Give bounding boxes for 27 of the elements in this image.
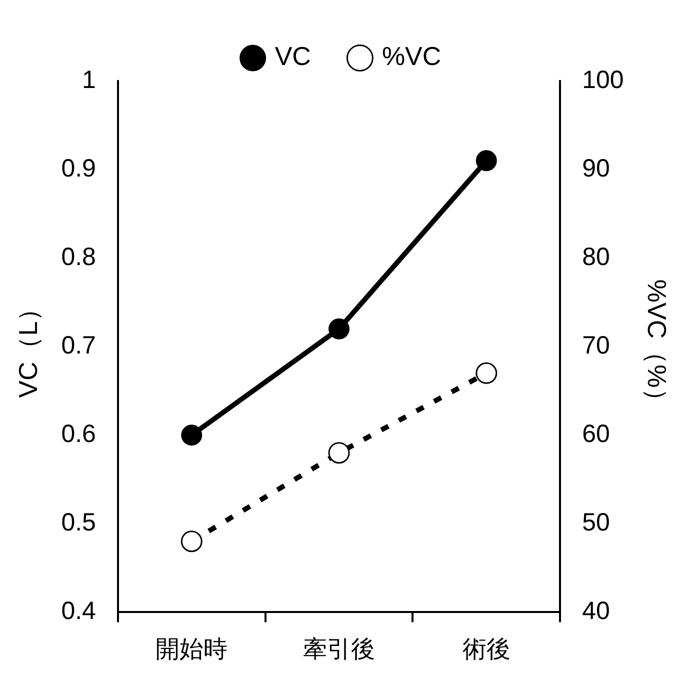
y2-axis-title: %VC（%） — [642, 279, 672, 414]
y-tick-label: 0.7 — [61, 331, 96, 360]
y2-tick-label: 90 — [582, 154, 610, 182]
legend-label: VC — [274, 41, 311, 72]
x-tick-label: 術後 — [462, 636, 510, 664]
point — [328, 442, 350, 464]
y-axis-title: VC（L） — [12, 295, 43, 398]
point — [328, 318, 350, 340]
y-tick-label: 0.4 — [61, 597, 96, 626]
point — [476, 362, 498, 384]
point — [476, 150, 497, 172]
point — [181, 424, 202, 446]
legend-label: %VC — [382, 41, 442, 72]
y2-tick-label: 100 — [582, 66, 624, 94]
point — [180, 530, 202, 552]
y2-tick-label: 80 — [582, 242, 610, 271]
y2-tick-label: 50 — [582, 508, 610, 537]
y2-tick-label: 70 — [582, 331, 610, 360]
y-tick-label: 1 — [82, 66, 96, 94]
y-tick-label: 0.8 — [61, 242, 96, 271]
y-tick-label: 0.9 — [61, 154, 96, 182]
y2-tick-label: 40 — [582, 597, 610, 626]
y-tick-label: 0.5 — [61, 508, 96, 537]
x-tick-label: 開始時 — [156, 636, 228, 664]
y2-tick-label: 60 — [582, 420, 610, 448]
x-tick-label: 牽引後 — [303, 636, 376, 664]
y-tick-label: 0.6 — [61, 420, 96, 448]
